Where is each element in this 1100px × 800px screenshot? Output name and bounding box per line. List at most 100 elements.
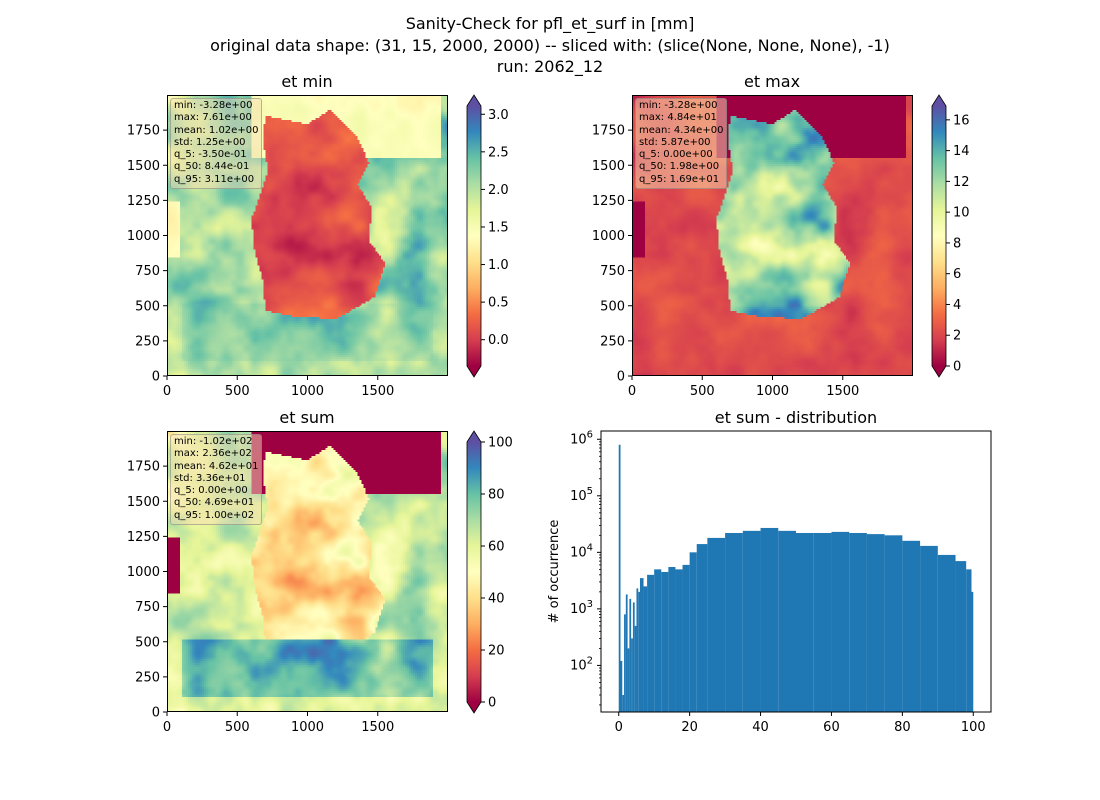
- stat-std: std: 1.25e+00: [174, 136, 246, 148]
- hist-bar: [640, 578, 644, 712]
- map-et-min-xtick-label: 0: [163, 384, 171, 399]
- hist-bar: [884, 535, 903, 712]
- colorbar-et-max-extend-max: [932, 95, 946, 106]
- hist-bar: [831, 531, 850, 712]
- map-et-sum-ytick-label: 250: [135, 670, 160, 685]
- hist-bar: [696, 544, 708, 712]
- stat-mean: mean: 4.34e+00: [639, 124, 724, 136]
- map-et-max-ytick-label: 750: [600, 264, 625, 279]
- colorbar-et-min-tick-label: 3.0: [488, 108, 509, 123]
- hist-bar: [778, 530, 796, 712]
- panel-title-et-sum: et sum: [279, 408, 335, 427]
- map-et-sum-xtick-label: 1000: [291, 720, 324, 735]
- colorbar-et-min-tick-label: 0.5: [488, 296, 509, 311]
- map-et-min-ytick-label: 1250: [127, 194, 160, 209]
- hist-bar: [647, 574, 655, 712]
- map-et-max-ytick-label: 1250: [592, 194, 625, 209]
- colorbar-et-max-tick-label: 2: [953, 329, 961, 344]
- map-et-max-ytick-label: 1000: [592, 229, 625, 244]
- hist-bar: [636, 588, 639, 712]
- hist-bar: [920, 545, 938, 712]
- figure-title-line-2: original data shape: (31, 15, 2000, 2000…: [210, 36, 890, 55]
- map-et-min-xtick-label: 1500: [361, 384, 394, 399]
- stat-q50: q_50: 4.69e+01: [174, 497, 255, 509]
- map-et-min-ytick-label: 1750: [127, 124, 160, 139]
- colorbar-et-min-extend-min: [467, 366, 481, 377]
- colorbar-et-sum-tick-label: 40: [488, 592, 505, 607]
- stats-box-et-max: min: -3.28e+00 max: 4.84e+01 mean: 4.34e…: [635, 98, 728, 190]
- hist-bar: [742, 530, 761, 712]
- colorbar-et-min-tick-label: 2.5: [488, 145, 509, 160]
- hist-ytick-label: 106: [570, 429, 593, 447]
- map-et-max-xtick-label: 500: [690, 384, 715, 399]
- colorbar-et-sum-extend-max: [467, 431, 481, 442]
- hist-bar: [937, 554, 956, 712]
- hist-bar: [634, 625, 637, 712]
- stat-mean: mean: 1.02e+00: [174, 124, 259, 136]
- stat-q50: q_50: 1.98e+00: [639, 161, 720, 173]
- map-et-sum-ytick-label: 500: [135, 635, 160, 650]
- map-et-min: min: -3.28e+00 max: 7.61e+00 mean: 1.02e…: [167, 95, 448, 376]
- hist-bar: [622, 694, 625, 712]
- colorbar-et-min-outline: [466, 94, 482, 378]
- hist-bar: [629, 598, 632, 712]
- stat-q5: q_5: 0.00e+00: [174, 485, 248, 497]
- map-et-max-xtick-label: 0: [628, 384, 636, 399]
- colorbar-et-max-extend-min: [932, 366, 946, 377]
- hist-bar: [643, 586, 648, 712]
- hist-xtick-label: 80: [894, 720, 911, 735]
- stat-q95: q_95: 3.11e+00: [174, 173, 255, 185]
- hist-bar: [707, 537, 726, 712]
- hist-bar: [638, 591, 640, 712]
- hist-bar: [668, 567, 676, 712]
- stat-q95: q_95: 1.00e+02: [174, 509, 255, 521]
- hist-bar: [902, 540, 921, 712]
- stat-q50: q_50: 8.44e-01: [174, 161, 250, 173]
- hist-xtick-label: 60: [823, 720, 840, 735]
- map-et-max-ytick-label: 1750: [592, 124, 625, 139]
- hist-bar: [661, 571, 669, 712]
- map-et-sum-ytick-label: 1500: [127, 495, 160, 510]
- map-et-min-ytick-label: 500: [135, 299, 160, 314]
- hist-bar: [625, 594, 628, 712]
- hist-bar: [689, 552, 697, 712]
- stat-q5: q_5: -3.50e-01: [174, 149, 247, 161]
- colorbar-et-max-tick-label: 12: [953, 175, 970, 190]
- hist-ylabel: # of occurrence: [547, 520, 562, 624]
- map-et-min-ytick-label: 750: [135, 264, 160, 279]
- map-et-sum-ytick-label: 1000: [127, 565, 160, 580]
- colorbar-et-min-tick-label: 2.0: [488, 183, 509, 198]
- figure-title-line-3: run: 2062_12: [496, 57, 604, 76]
- hist-ytick-label: 103: [570, 599, 593, 617]
- colorbar-et-max: [932, 106, 946, 366]
- colorbar-et-max-tick-label: 0: [953, 360, 961, 375]
- colorbar-et-min-extend-max: [467, 95, 481, 106]
- map-et-max-xtick-label: 1500: [826, 384, 859, 399]
- hist-bar: [760, 527, 779, 712]
- colorbar-et-sum-tick-label: 80: [488, 488, 505, 503]
- stat-min: min: -3.28e+00: [174, 100, 253, 111]
- hist-bar: [654, 569, 662, 712]
- map-et-min-ytick-label: 1500: [127, 159, 160, 174]
- hist-xtick-label: 100: [961, 720, 986, 735]
- hist-bar: [849, 532, 867, 712]
- map-et-max-ytick-label: 1500: [592, 159, 625, 174]
- colorbar-et-sum-tick-label: 0: [488, 696, 496, 711]
- hist-xtick-label: 0: [615, 720, 623, 735]
- map-et-max-ytick-label: 250: [600, 334, 625, 349]
- map-et-min-ytick-label: 250: [135, 334, 160, 349]
- stat-std: std: 5.87e+00: [639, 136, 711, 148]
- hist-bar: [955, 561, 967, 712]
- colorbar-et-sum-tick-label: 60: [488, 540, 505, 555]
- hist-bar: [675, 569, 683, 712]
- panel-title-et-min: et min: [281, 72, 333, 91]
- colorbar-et-max-tick-label: 8: [953, 236, 961, 251]
- hist-bar: [624, 614, 626, 712]
- stat-max: max: 2.36e+02: [174, 448, 252, 460]
- hist-bar: [682, 564, 690, 712]
- colorbar-et-sum-tick-label: 20: [488, 644, 505, 659]
- colorbar-et-sum: [467, 442, 481, 702]
- map-et-max: min: -3.28e+00 max: 4.84e+01 mean: 4.34e…: [632, 95, 913, 376]
- stat-q95: q_95: 1.69e+01: [639, 173, 720, 185]
